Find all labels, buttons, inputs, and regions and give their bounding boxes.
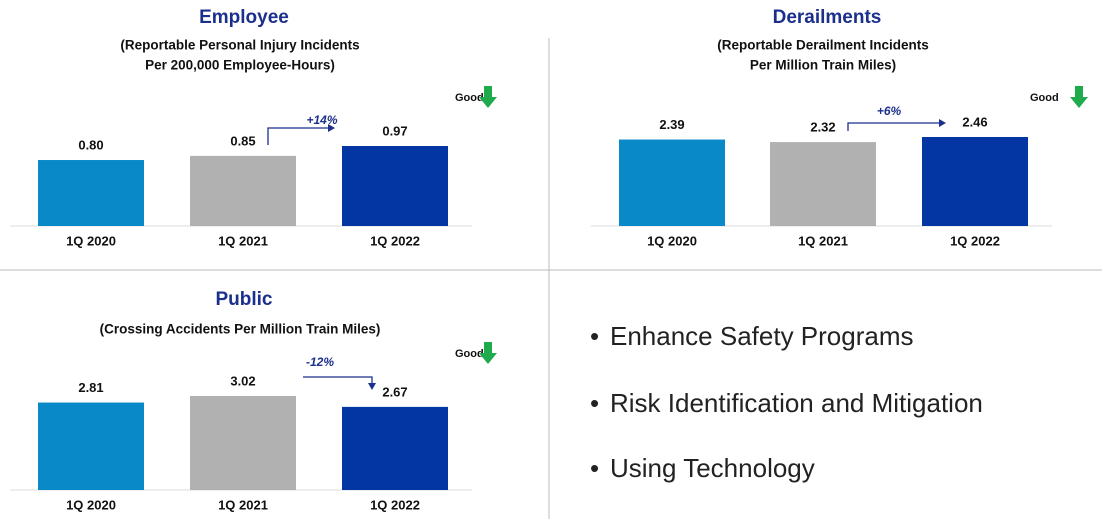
chart-title: Public xyxy=(215,289,272,310)
value-label: 2.46 xyxy=(962,114,987,129)
change-arrow xyxy=(847,122,944,131)
chart-subtitle: (Crossing Accidents Per Million Train Mi… xyxy=(100,322,381,337)
chart-title: Employee xyxy=(199,7,289,28)
bar xyxy=(922,137,1028,226)
good-label: Good xyxy=(1030,92,1059,104)
bar xyxy=(38,160,144,226)
chart-subtitle: (Reportable Personal Injury Incidents xyxy=(120,38,359,53)
bullet-text: Enhance Safety Programs xyxy=(610,321,914,351)
change-arrowhead xyxy=(328,124,335,132)
bar xyxy=(190,396,296,490)
category-label: 1Q 2020 xyxy=(66,233,116,248)
change-annotation: +14% xyxy=(306,113,337,127)
value-label: 0.85 xyxy=(230,133,255,148)
change-arrowhead xyxy=(939,119,946,127)
category-label: 1Q 2020 xyxy=(647,233,697,248)
chart-subtitle: Per 200,000 Employee-Hours) xyxy=(145,58,335,73)
category-label: 1Q 2022 xyxy=(950,233,1000,248)
bar xyxy=(770,142,876,226)
bar xyxy=(38,402,144,490)
bar xyxy=(619,139,725,226)
value-label: 2.67 xyxy=(382,384,407,399)
value-label: 0.97 xyxy=(382,123,407,138)
category-label: 1Q 2022 xyxy=(370,233,420,248)
bar xyxy=(342,146,448,226)
value-label: 2.81 xyxy=(78,380,103,395)
bullet-text: Risk Identification and Mitigation xyxy=(610,388,983,418)
change-annotation: +6% xyxy=(877,104,902,118)
change-arrowhead xyxy=(368,383,376,390)
bullet-dot: • xyxy=(590,388,599,418)
bullet-dot: • xyxy=(590,321,599,351)
bar xyxy=(190,155,296,226)
change-annotation: -12% xyxy=(306,355,334,369)
value-label: 3.02 xyxy=(230,373,255,388)
good-arrow xyxy=(479,342,497,364)
good-label: Good xyxy=(455,348,484,360)
chart-subtitle: (Reportable Derailment Incidents xyxy=(717,38,929,53)
bullet-dot: • xyxy=(590,453,599,483)
bar xyxy=(342,406,448,490)
good-arrow xyxy=(1070,86,1088,108)
bullet-text: Using Technology xyxy=(610,453,815,483)
chart-subtitle: Per Million Train Miles) xyxy=(750,58,896,73)
category-label: 1Q 2020 xyxy=(66,497,116,512)
value-label: 2.39 xyxy=(659,117,684,132)
chart-title: Derailments xyxy=(773,7,882,28)
change-arrow xyxy=(303,376,373,388)
category-label: 1Q 2021 xyxy=(218,233,268,248)
value-label: 0.80 xyxy=(78,137,103,152)
category-label: 1Q 2022 xyxy=(370,497,420,512)
value-label: 2.32 xyxy=(810,120,835,135)
category-label: 1Q 2021 xyxy=(798,233,848,248)
good-label: Good xyxy=(455,92,484,104)
category-label: 1Q 2021 xyxy=(218,497,268,512)
change-arrow xyxy=(267,127,333,145)
good-arrow xyxy=(479,86,497,108)
